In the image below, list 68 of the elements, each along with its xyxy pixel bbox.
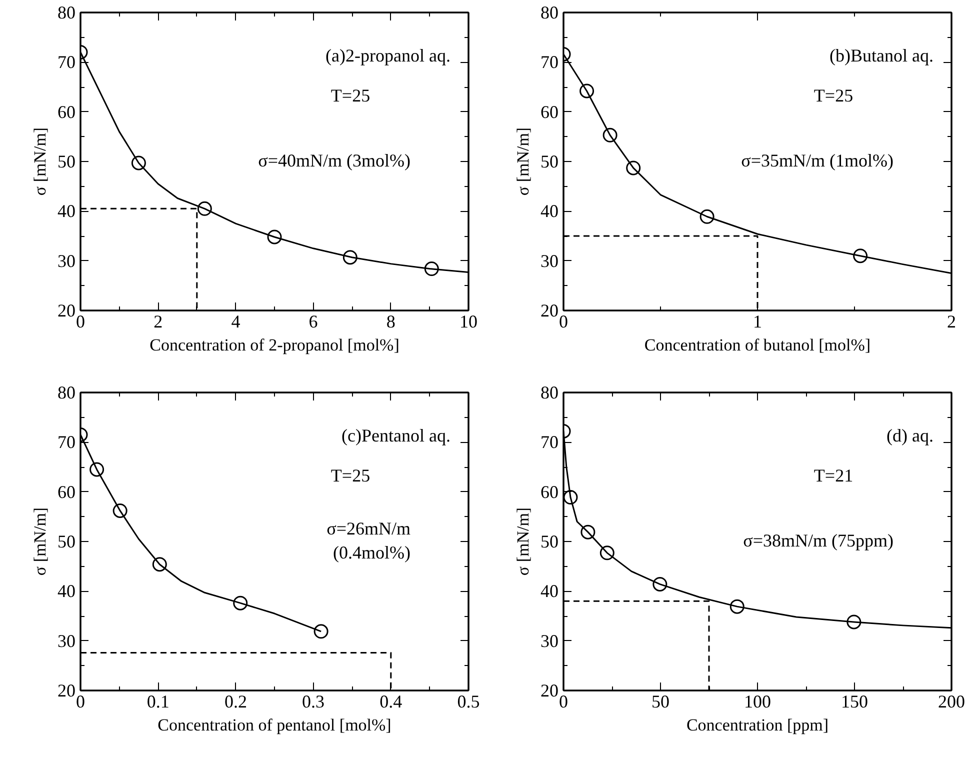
y-tick-label: 70 xyxy=(540,52,558,72)
annotation: σ=38mN/m (75ppm) xyxy=(743,530,894,550)
y-tick-label: 20 xyxy=(540,680,558,700)
annotation: T=21 xyxy=(814,466,854,486)
y-tick-label: 20 xyxy=(58,680,76,700)
annotation: σ=35mN/m (1mol%) xyxy=(741,150,894,170)
y-axis-title: σ [mN/m] xyxy=(30,127,50,196)
y-tick-label: 30 xyxy=(540,630,558,651)
x-axis-title: Concentration [ppm] xyxy=(686,716,829,734)
y-tick-label: 20 xyxy=(58,300,76,320)
y-tick-label: 20 xyxy=(540,300,558,320)
y-tick-label: 50 xyxy=(58,532,76,552)
y-axis-title: σ [mN/m] xyxy=(514,507,532,576)
y-tick-label: 60 xyxy=(58,482,76,502)
x-tick-label: 200 xyxy=(938,692,965,712)
y-tick-label: 60 xyxy=(540,482,558,502)
x-tick-label: 2 xyxy=(947,312,956,332)
y-axis-title: σ [mN/m] xyxy=(30,507,50,576)
x-tick-label: 0 xyxy=(559,692,568,712)
y-tick-label: 50 xyxy=(58,152,76,172)
y-tick-label: 60 xyxy=(58,102,76,122)
annotation: (d) aq. xyxy=(886,426,934,446)
annotation: T=25 xyxy=(330,466,370,486)
x-tick-label: 0.5 xyxy=(457,692,480,712)
y-tick-label: 80 xyxy=(540,2,558,22)
y-tick-label: 80 xyxy=(58,382,76,402)
y-tick-label: 50 xyxy=(540,532,558,552)
y-tick-label: 70 xyxy=(58,52,76,72)
annotation: (a)2-propanol aq. xyxy=(326,46,451,66)
x-tick-label: 4 xyxy=(231,312,240,332)
x-tick-label: 150 xyxy=(841,692,868,712)
y-tick-label: 80 xyxy=(58,2,76,22)
y-tick-label: 50 xyxy=(540,152,558,172)
x-tick-label: 0.4 xyxy=(380,692,402,712)
y-tick-label: 80 xyxy=(540,382,558,402)
x-axis-title: Concentration of butanol [mol%] xyxy=(644,336,871,354)
x-axis-title: Concentration of pentanol [mol%] xyxy=(158,716,392,734)
x-tick-label: 0 xyxy=(559,312,568,332)
y-tick-label: 30 xyxy=(540,250,558,271)
x-tick-label: 8 xyxy=(386,312,396,332)
x-tick-label: 50 xyxy=(652,692,670,712)
y-tick-label: 40 xyxy=(540,201,558,222)
x-tick-label: 2 xyxy=(154,312,163,332)
y-axis-title: σ [mN/m] xyxy=(514,127,532,196)
y-tick-label: 70 xyxy=(540,432,558,452)
annotation: T=25 xyxy=(330,86,370,106)
x-tick-label: 0.2 xyxy=(224,692,247,712)
y-tick-label: 70 xyxy=(58,432,76,452)
x-tick-label: 1 xyxy=(753,312,762,332)
x-tick-label: 0 xyxy=(76,312,85,332)
x-tick-label: 0.3 xyxy=(302,692,325,712)
annotation: (c)Pentanol aq. xyxy=(342,426,451,446)
annotation: (b)Butanol aq. xyxy=(830,46,934,66)
x-tick-label: 0 xyxy=(76,692,85,712)
annotation: T=25 xyxy=(814,86,854,106)
y-tick-label: 60 xyxy=(540,102,558,122)
annotation: σ=26mN/m (0.4mol%) xyxy=(326,518,411,562)
y-tick-label: 40 xyxy=(58,581,76,602)
x-tick-label: 100 xyxy=(744,692,771,712)
y-tick-label: 30 xyxy=(58,250,76,271)
x-tick-label: 10 xyxy=(460,312,478,332)
y-tick-label: 40 xyxy=(58,201,76,222)
y-tick-label: 40 xyxy=(540,581,558,602)
x-tick-label: 0.1 xyxy=(146,692,170,712)
y-tick-label: 30 xyxy=(58,630,76,651)
x-axis-title: Concentration of 2-propanol [mol%] xyxy=(150,336,400,354)
annotation: σ=40mN/m (3mol%) xyxy=(258,150,411,170)
x-tick-label: 6 xyxy=(308,312,318,332)
